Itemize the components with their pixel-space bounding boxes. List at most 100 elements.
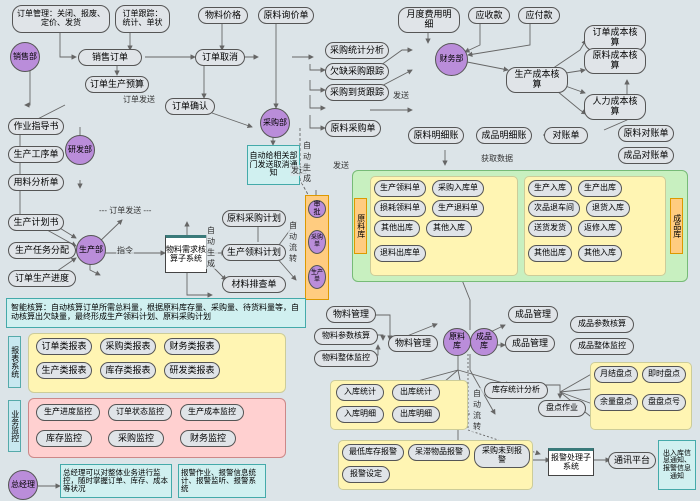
prod-out: 生产出库 [578,180,622,197]
lbl-send1: 订单发送 [122,94,156,105]
lbl-send4: 发送 [332,160,350,171]
in-stat: 入库统计 [336,384,384,401]
lbl-getdata: 获取数据 [480,153,514,164]
prod-param: 成品参数核算 [570,316,634,333]
sales-order: 销售订单 [78,49,142,66]
prod-detail-acct: 成品明细账 [476,127,532,144]
order-track: 订单跟踪：统计、单状 [115,5,170,33]
prod-mat-plan: 生产领料计划 [222,244,286,261]
mat-inquiry: 原料询价单 [258,7,314,24]
mat-mgr: 物料管理 [388,335,438,352]
mon-prod: 生产进度监控 [36,404,100,421]
inv-stat: 库存统计分析 [484,382,548,399]
hr-cost: 人力成本核算 [584,94,646,120]
month-fee: 月度费用明细 [398,7,460,33]
cycle: 盘盘点号 [642,394,686,411]
sales-dept: 销售部 [10,42,40,72]
alert-subsystem: 报警处理子系统 [548,448,594,476]
rpt-fin: 财务类报表 [164,338,220,355]
prod-mgr: 成品管理 [505,335,555,352]
mon-cost: 生产成本监控 [180,404,244,421]
mon-purch: 采购监控 [108,430,164,447]
bizmon-label: 业务监控 [8,400,21,452]
in-detail: 入库明细 [336,406,384,423]
lbl-autogen2: 自动生成 [302,140,314,184]
other-in-r: 其他入库 [426,220,472,237]
lbl-cmd: 指令 [116,245,134,256]
stock-take: 盘点作业 [538,400,586,417]
prod-assign: 生产任务分配 [8,242,76,259]
prod-mon: 成品整体监控 [570,338,634,355]
rpt-inv: 库存类报表 [100,362,156,379]
finance-dept: 财务部 [435,43,468,76]
mon-inv: 库存监控 [36,430,92,447]
prod-forecast: 订单生产预算 [85,76,149,93]
alert-set: 报警设定 [342,466,390,483]
prod-wh-label: 成品库 [670,198,683,254]
order-confirm: 订单确认 [165,98,215,115]
mat-price: 物料价格 [198,7,248,24]
no-arrive: 采购未到报警 [474,444,530,468]
prod-in: 生产入库 [528,180,572,197]
research-dept: 研发部 [65,135,95,165]
p-other-in: 其他入库 [578,245,622,262]
mat-mgmt1: 物料管理 [326,306,376,323]
intel-note: 智能核算：自动核算订单所需总料量，根据原料库存量、采购量、待货料量等，自动核算出… [6,298,306,328]
prod-cost: 生产成本核算 [506,67,568,93]
mat-param: 物料参数核算 [314,328,378,345]
stagnant: 呆滞物品报警 [408,444,470,461]
comm-platform: 通讯平台 [608,452,656,469]
raw-wh: 原料库 [443,328,471,356]
consume: 损耗领料单 [374,200,426,217]
mat-detail-acct: 原料明细账 [408,127,464,144]
raw-recon: 原料对账单 [618,125,674,142]
work-order: 生产工序单 [8,146,64,163]
prod-mgmt: 成品管理 [508,306,558,323]
prod-recon: 成品对账单 [618,147,674,164]
prod-plan: 生产计划书 [8,214,64,231]
repair-in: 返修入库 [578,220,622,237]
alert-note: 报警作业、报警信息统计、报警监听、报警系统 [178,464,266,498]
order-cost: 订单成本核算 [584,25,646,51]
prod-return: 生产退料单 [432,200,484,217]
ap: 应付款 [518,7,560,24]
lbl-autoflow2: 自动流转 [472,388,484,432]
rpt-prod: 生产类报表 [36,362,92,379]
instant: 即时盘点 [642,366,686,383]
raw-wh-label: 原料库 [354,198,367,254]
report-sys-label: 报表系统 [8,336,21,388]
purch-in: 采购入库单 [432,180,484,197]
order-cancel: 订单取消 [195,49,245,66]
rpt-order: 订单类报表 [36,338,92,355]
other-out-r: 其他出库 [374,220,420,237]
work-guide: 作业指导书 [8,118,64,135]
ar: 应收款 [468,7,510,24]
return-out: 退料出库单 [374,245,426,262]
lbl-send5: 发送 [392,90,410,101]
out-detail: 出库明细 [392,406,440,423]
purch-order-step: 采购单 [308,230,326,254]
return-in: 退货入库 [586,200,630,217]
mat-analysis: 用料分析单 [8,174,64,191]
low-alert: 最低库存报警 [342,444,404,461]
mrp-subsystem: 物料需求核算子系统 [165,235,207,273]
short-track: 欠缺采购跟踪 [325,63,389,80]
mat-cost: 原料成本核算 [584,48,646,74]
out-stat: 出库统计 [392,384,440,401]
purch-stat: 采购统计分析 [325,42,389,59]
top-order-mgmt: 订单管理：关闭、报废、定价、发货 [12,5,110,33]
mat-short-list: 材料排查单 [222,276,286,293]
lbl-send2: --- 订单发送 --- [98,205,152,216]
reconcile: 对账单 [544,127,588,144]
mat-mon: 物料整体监控 [314,350,378,367]
io-note: 出入库信息通知、报警信息通知 [658,440,696,490]
lbl-autoflow: 自动流转 [288,220,300,264]
arrive-track: 采购到货跟踪 [325,84,389,101]
prod-order-step: 生产单 [308,265,326,289]
production-dept: 生产部 [76,235,106,265]
surplus: 余量盘点 [594,394,638,411]
prod-progress: 订单生产进度 [8,270,76,287]
pick-list: 生产领料单 [374,180,426,197]
mon-ordst: 订单状态监控 [108,404,172,421]
p-other-out: 其他出库 [528,245,572,262]
